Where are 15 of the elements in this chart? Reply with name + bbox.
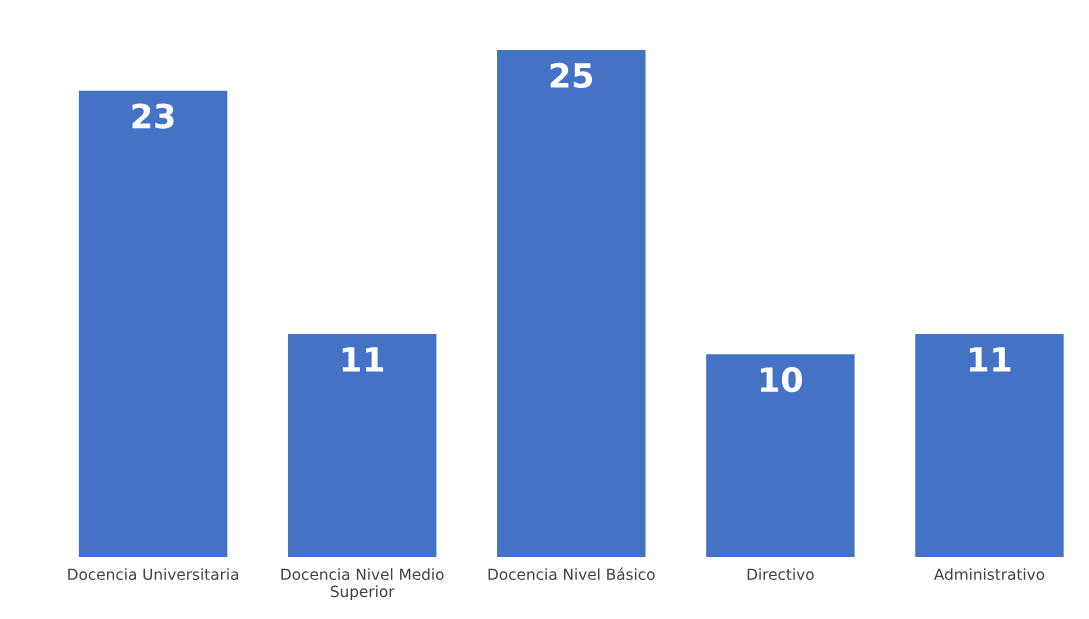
bar (78, 90, 228, 558)
bar (915, 334, 1064, 558)
data-label: 25 (550, 62, 593, 89)
bar (706, 354, 855, 558)
data-label: 11 (970, 347, 1011, 372)
bar (497, 50, 646, 558)
bar (287, 334, 437, 558)
data-label: 11 (342, 347, 384, 372)
x-tick-label: Directivo (747, 568, 814, 581)
data-label: 23 (132, 103, 174, 129)
x-tick-label: Docencia Nivel Medio Superior (281, 568, 444, 601)
x-tick-label: Docencia Nivel Básico (488, 567, 655, 581)
x-tick-label: Docencia Universitaria (68, 568, 239, 581)
data-label: 10 (760, 367, 802, 393)
x-tick-label: Administrativo (934, 568, 1045, 581)
